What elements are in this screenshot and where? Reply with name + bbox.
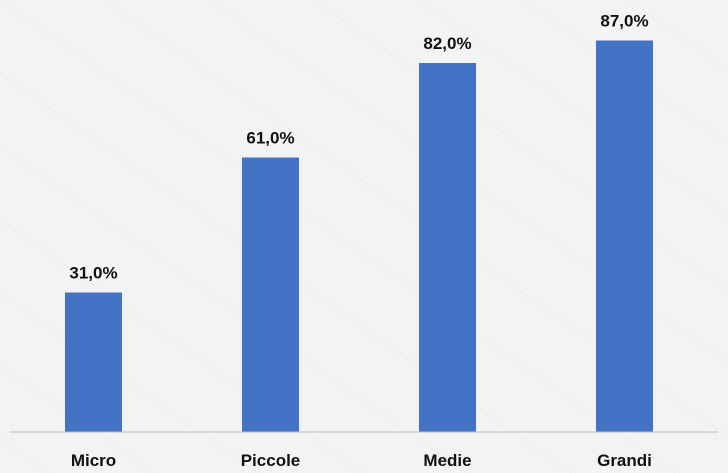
labels-group: 31,0% Micro 61,0% Piccole 82,0% Medie 87,0% Gra… xyxy=(69,12,652,471)
bar-piccole xyxy=(242,157,299,432)
bar-micro xyxy=(65,292,122,432)
category-label-grandi: Grandi xyxy=(597,451,652,470)
data-label-piccole: 61,0% xyxy=(246,129,294,148)
category-label-medie: Medie xyxy=(423,451,471,470)
bar-grandi xyxy=(596,40,653,432)
data-label-micro: 31,0% xyxy=(69,264,117,283)
bars-group xyxy=(65,40,653,432)
category-label-micro: Micro xyxy=(71,451,116,470)
data-label-medie: 82,0% xyxy=(423,34,471,53)
data-label-grandi: 87,0% xyxy=(600,12,648,31)
category-label-piccole: Piccole xyxy=(241,451,301,470)
bar-medie xyxy=(419,63,476,432)
